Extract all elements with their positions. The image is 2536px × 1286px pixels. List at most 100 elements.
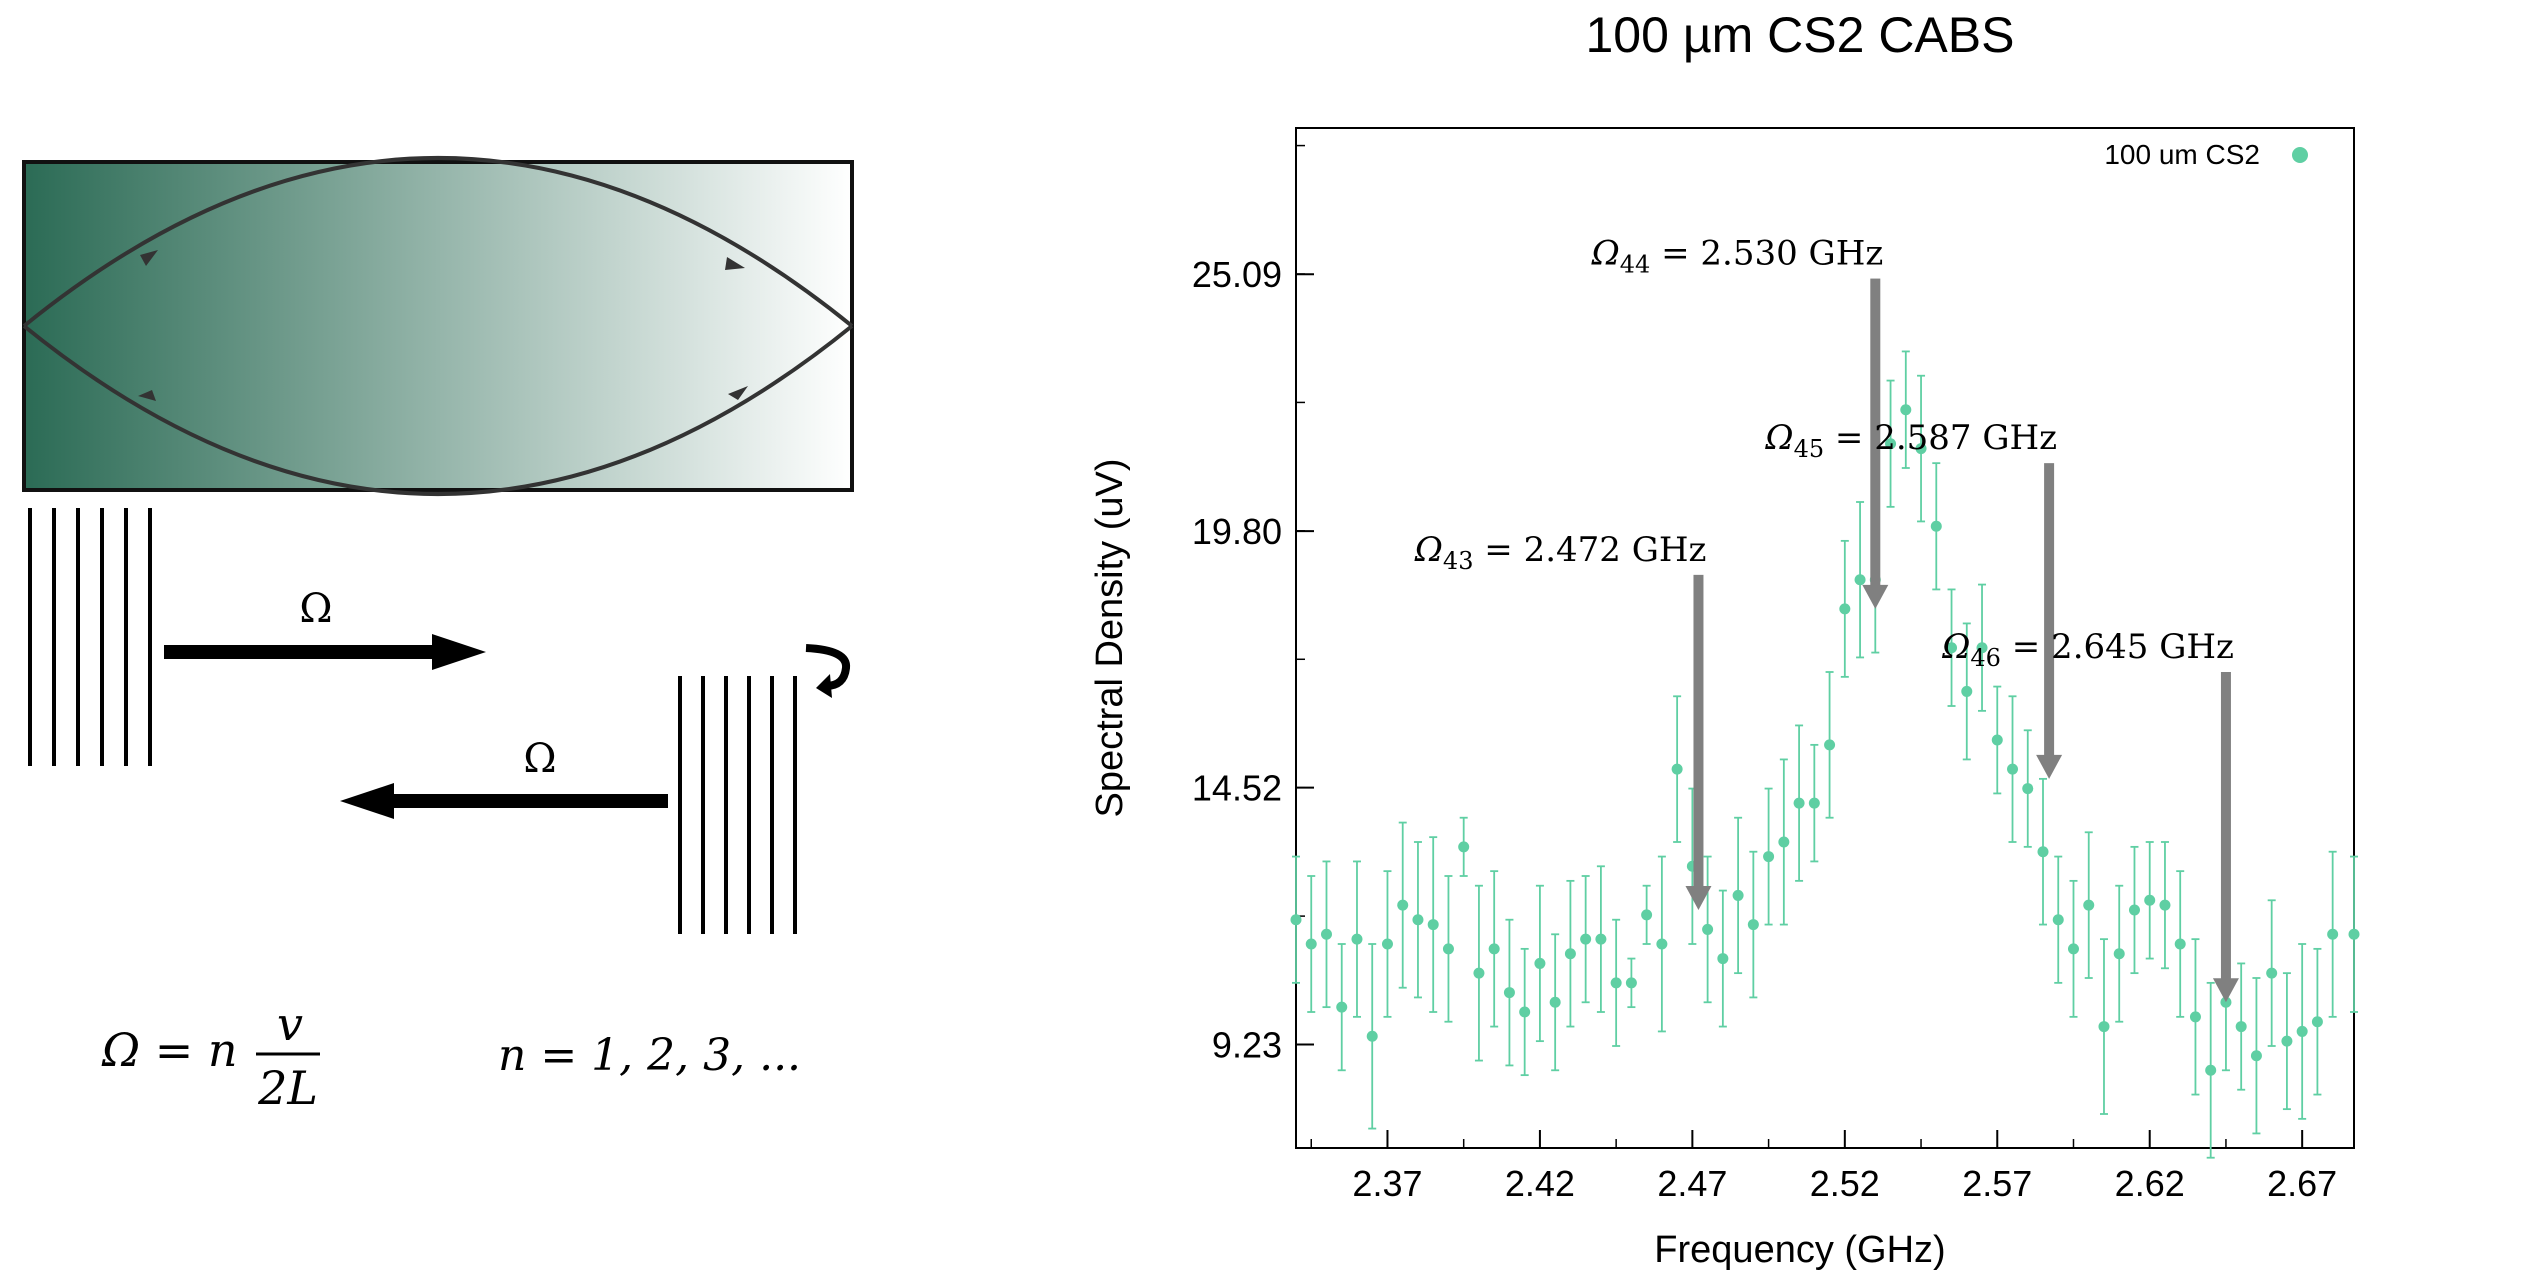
data-point (1900, 404, 1912, 416)
data-point (1336, 1001, 1348, 1013)
y-tick-label: 14.52 (1192, 768, 1282, 809)
data-point (2281, 1035, 2293, 1047)
data-point (1534, 957, 1546, 969)
data-point (1702, 923, 1714, 935)
x-tick-label: 2.57 (1962, 1163, 2032, 1204)
data-point (2159, 899, 2171, 911)
data-point (2348, 928, 2360, 940)
data-point (2174, 938, 2186, 950)
data-point (2205, 1064, 2217, 1076)
data-point (1839, 603, 1851, 615)
data-points (1290, 404, 2360, 1076)
data-point (1991, 734, 2003, 746)
error-bars (1292, 350, 2358, 1159)
data-point (1656, 938, 1668, 950)
y-tick-label: 9.23 (1212, 1025, 1282, 1066)
y-axis: 9.23 14.52 19.80 25.09 (1192, 144, 1314, 1066)
mode-arrow-head (1685, 886, 1712, 910)
data-point (2007, 763, 2019, 775)
data-point (2083, 899, 2095, 911)
mode-arrow-shaft (2220, 672, 2231, 981)
data-point (1824, 739, 1836, 751)
data-point (1549, 996, 1561, 1008)
path-arrowhead (140, 250, 158, 266)
chart-title: 100 µm CS2 CABS (1586, 7, 2015, 63)
data-point (1595, 933, 1607, 945)
data-point (1778, 836, 1790, 848)
data-point (1412, 914, 1424, 926)
data-point (1442, 943, 1454, 955)
data-point (2022, 783, 2034, 795)
forward-arrow (164, 634, 486, 670)
formula-numerator: v (277, 997, 303, 1051)
data-point (2235, 1021, 2247, 1033)
data-point (1671, 763, 1683, 775)
lower-wave-path (22, 324, 854, 496)
mode-label: Ω43 = 2.472 GHz (1414, 530, 1707, 575)
y-tick-label: 25.09 (1192, 254, 1282, 295)
data-point (1458, 841, 1470, 853)
x-axis-label: Frequency (GHz) (1654, 1229, 1945, 1271)
formula-lhs: Ω = n (101, 1023, 238, 1077)
data-point (1564, 948, 1576, 960)
mode-arrow-shaft (1693, 574, 1704, 888)
x-tick-label: 2.37 (1352, 1163, 1422, 1204)
data-point (1793, 797, 1805, 809)
frequency-formula: Ω = n v 2L (101, 997, 320, 1115)
mode-arrow-shaft (1870, 278, 1881, 587)
backward-arrow (340, 783, 668, 819)
data-point (2311, 1016, 2323, 1028)
data-point (1854, 574, 1866, 586)
mode-label: Ω45 = 2.587 GHz (1764, 418, 2057, 463)
path-arrowhead (728, 386, 748, 400)
data-point (1625, 977, 1637, 989)
data-point (1290, 914, 1302, 926)
y-axis-label: Spectral Density (uV) (1089, 458, 1131, 817)
data-point (1732, 889, 1744, 901)
data-point (2098, 1021, 2110, 1033)
data-point (2037, 846, 2049, 858)
cavity-box (22, 160, 854, 492)
cavity-diagram (22, 156, 854, 496)
mode-arrows: Ω43 = 2.472 GHz Ω44 = 2.530 GHz Ω45 = 2.58… (1414, 234, 2239, 1003)
n-values: n = 1, 2, 3, ... (498, 1030, 801, 1081)
x-tick-label: 2.42 (1505, 1163, 1575, 1204)
data-point (1580, 933, 1592, 945)
data-point (1946, 642, 1958, 654)
data-point (1763, 851, 1775, 863)
legend: 100 um CS2 (2104, 139, 2308, 170)
data-point (1961, 685, 1973, 697)
data-point (1320, 928, 1332, 940)
data-point (2067, 943, 2079, 955)
data-point (2113, 948, 2125, 960)
plot-frame (1295, 127, 2355, 1149)
x-tick-label: 2.52 (1810, 1163, 1880, 1204)
mode-arrow-head (2036, 754, 2063, 779)
mode-arrow-head (2212, 978, 2239, 1003)
data-point (2266, 967, 2278, 979)
omega-forward-label: Ω (299, 586, 332, 632)
data-point (1808, 797, 1820, 809)
data-point (2296, 1025, 2308, 1037)
data-point (1747, 919, 1759, 931)
x-tick-label: 2.67 (2267, 1163, 2337, 1204)
left-grating (28, 508, 152, 766)
y-tick-label: 19.80 (1192, 511, 1282, 552)
data-point (2128, 904, 2140, 916)
data-point (1610, 977, 1622, 989)
data-point (2250, 1050, 2262, 1062)
data-point (2144, 894, 2156, 906)
data-point (1488, 943, 1500, 955)
data-point (1915, 443, 1927, 455)
data-point (1427, 919, 1439, 931)
upper-wave-path (22, 156, 854, 328)
data-point (2189, 1011, 2201, 1023)
data-point (1381, 938, 1393, 950)
data-point (1397, 899, 1409, 911)
spectral-chart: 100 µm CS2 CABS 9.23 14.52 19.80 25.09 2.37… (1089, 7, 2360, 1271)
data-point (1930, 520, 1942, 532)
data-point (2327, 928, 2339, 940)
path-arrowhead (138, 390, 156, 401)
mode-arrow-head (1862, 584, 1889, 609)
